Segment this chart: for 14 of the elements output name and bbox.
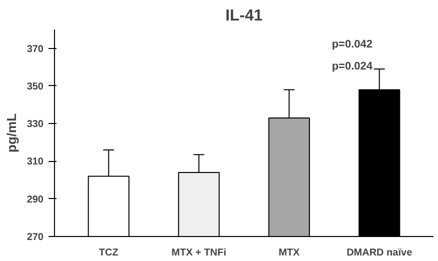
- x-tick-label: MTX + TNFi: [172, 248, 226, 258]
- y-tick-label: 270: [26, 232, 44, 243]
- x-tick-label: TCZ: [98, 248, 118, 258]
- y-tick-label: 350: [26, 81, 44, 92]
- y-tick-label: 370: [26, 44, 44, 55]
- x-tick-label: MTX: [278, 248, 300, 258]
- chart-title: IL-41: [225, 8, 263, 24]
- y-tick-label: 290: [26, 194, 44, 206]
- y-tick-label: 330: [26, 119, 44, 130]
- x-tick-label: DMARD naïve: [346, 248, 413, 258]
- annotation: p=0.042: [332, 38, 372, 50]
- y-axis-title: pg/mL: [4, 113, 19, 152]
- y-tick-label: 310: [26, 156, 44, 168]
- annotation: p=0.024: [332, 60, 374, 72]
